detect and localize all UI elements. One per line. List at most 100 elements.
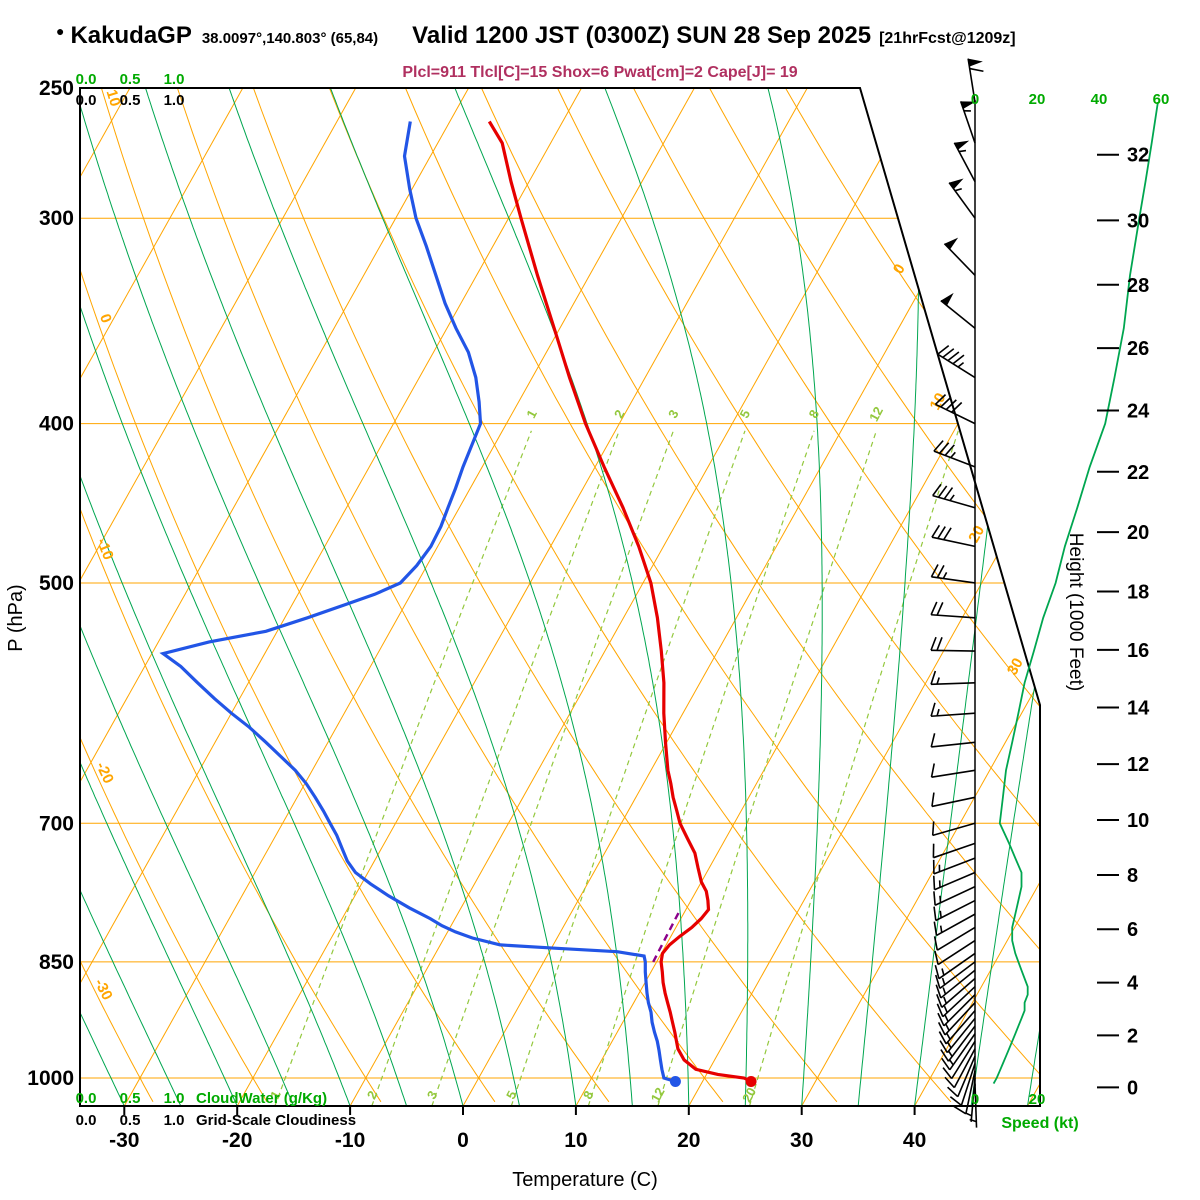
station-name: KakudaGP bbox=[70, 22, 192, 49]
svg-text:-20: -20 bbox=[92, 759, 117, 786]
svg-text:5: 5 bbox=[737, 407, 754, 420]
svg-text:32: 32 bbox=[1127, 145, 1149, 167]
wind-speed-curve bbox=[992, 101, 1159, 1085]
valid-time-title: Valid 1200 JST (0300Z) SUN 28 Sep 2025 bbox=[412, 22, 872, 49]
parcel-curve bbox=[652, 909, 682, 963]
svg-text:Height (1000 Feet): Height (1000 Feet) bbox=[1065, 533, 1086, 691]
svg-text:20: 20 bbox=[965, 523, 988, 546]
svg-text:10: 10 bbox=[1127, 810, 1149, 832]
svg-text:8: 8 bbox=[806, 407, 823, 420]
svg-text:0: 0 bbox=[96, 312, 115, 326]
pressure-axis-labels: 250 300 400 500 700 850 1000 P (hPa) bbox=[5, 77, 74, 1090]
svg-text:0.5: 0.5 bbox=[120, 92, 141, 109]
svg-text:20: 20 bbox=[677, 1129, 700, 1152]
svg-text:18: 18 bbox=[1127, 581, 1149, 603]
temperature-axis-labels: -30 -20 -10 0 10 20 30 40 Temperature (C) bbox=[109, 1129, 926, 1191]
svg-text:Speed (kt): Speed (kt) bbox=[1001, 1115, 1078, 1132]
svg-text:10: 10 bbox=[103, 88, 124, 109]
svg-text:0.5: 0.5 bbox=[120, 1112, 141, 1129]
svg-text:250: 250 bbox=[39, 77, 74, 100]
svg-text:-30: -30 bbox=[91, 976, 116, 1003]
svg-text:40: 40 bbox=[1091, 91, 1108, 108]
svg-text:CloudWater (g/Kg): CloudWater (g/Kg) bbox=[196, 1090, 327, 1107]
mixing-ratio-lines bbox=[274, 430, 959, 1106]
svg-text:30: 30 bbox=[1127, 210, 1149, 232]
svg-text:Temperature (C): Temperature (C) bbox=[512, 1169, 658, 1191]
surface-markers bbox=[669, 1076, 757, 1088]
svg-text:0: 0 bbox=[971, 1091, 979, 1108]
svg-text:2: 2 bbox=[1127, 1025, 1138, 1047]
svg-text:0: 0 bbox=[457, 1129, 469, 1152]
svg-text:-10: -10 bbox=[93, 536, 117, 562]
dry-adiabats bbox=[80, 88, 1040, 1103]
svg-text:2: 2 bbox=[611, 407, 628, 420]
svg-text:12: 12 bbox=[648, 1085, 668, 1105]
isotherm-grid bbox=[80, 88, 1040, 1106]
stability-indices: Plcl=911 Tlcl[C]=15 Shox=6 Pwat[cm]=2 Ca… bbox=[402, 64, 798, 81]
svg-text:20: 20 bbox=[1029, 91, 1046, 108]
svg-text:12: 12 bbox=[866, 404, 886, 424]
svg-text:14: 14 bbox=[1127, 697, 1150, 719]
svg-text:850: 850 bbox=[39, 951, 74, 974]
svg-text:-20: -20 bbox=[222, 1129, 252, 1152]
svg-text:3: 3 bbox=[665, 407, 682, 420]
svg-text:0.0: 0.0 bbox=[76, 1090, 97, 1107]
svg-text:1000: 1000 bbox=[27, 1067, 74, 1090]
svg-text:16: 16 bbox=[1127, 640, 1149, 662]
svg-text:3: 3 bbox=[424, 1088, 441, 1101]
svg-text:0.0: 0.0 bbox=[76, 1112, 97, 1129]
svg-text:700: 700 bbox=[39, 812, 74, 835]
svg-text:0: 0 bbox=[1127, 1077, 1138, 1099]
svg-text:2: 2 bbox=[364, 1088, 381, 1101]
wind-barbs bbox=[930, 58, 984, 1128]
svg-text:1: 1 bbox=[523, 407, 540, 420]
svg-text:1.0: 1.0 bbox=[164, 71, 185, 88]
isobar-grid bbox=[80, 217, 1040, 1079]
dewpoint-curve bbox=[159, 121, 676, 1084]
svg-text:0.5: 0.5 bbox=[120, 71, 141, 88]
svg-text:20: 20 bbox=[1029, 1091, 1046, 1108]
svg-text:30: 30 bbox=[790, 1129, 813, 1152]
svg-text:6: 6 bbox=[1127, 919, 1138, 941]
station-bullet-icon: ● bbox=[56, 23, 65, 39]
svg-text:0: 0 bbox=[890, 261, 909, 277]
svg-text:12: 12 bbox=[1127, 754, 1149, 776]
svg-text:1.0: 1.0 bbox=[164, 1090, 185, 1107]
svg-text:28: 28 bbox=[1127, 275, 1149, 297]
forecast-tag: [21hrFcst@1209z] bbox=[879, 30, 1016, 47]
svg-text:400: 400 bbox=[39, 413, 74, 436]
svg-text:20: 20 bbox=[1127, 522, 1149, 544]
svg-text:0.0: 0.0 bbox=[76, 92, 97, 109]
svg-text:0.5: 0.5 bbox=[120, 1090, 141, 1107]
svg-text:60: 60 bbox=[1153, 91, 1170, 108]
svg-text:8: 8 bbox=[1127, 865, 1138, 887]
svg-text:1.0: 1.0 bbox=[164, 1112, 185, 1129]
svg-text:8: 8 bbox=[580, 1088, 597, 1101]
moist-adiabats bbox=[80, 88, 1040, 1106]
svg-text:30: 30 bbox=[1004, 655, 1027, 678]
svg-text:24: 24 bbox=[1127, 400, 1150, 422]
surface-temperature-dot bbox=[745, 1076, 757, 1088]
svg-text:26: 26 bbox=[1127, 338, 1149, 360]
svg-text:500: 500 bbox=[39, 572, 74, 595]
svg-text:4: 4 bbox=[1127, 973, 1139, 995]
station-coordinates: 38.0097°,140.803° (65,84) bbox=[201, 30, 379, 47]
svg-text:10: 10 bbox=[564, 1129, 587, 1152]
svg-text:0.0: 0.0 bbox=[76, 71, 97, 88]
svg-text:0: 0 bbox=[971, 91, 979, 108]
svg-text:300: 300 bbox=[39, 207, 74, 230]
chart-header: ● KakudaGP 38.0097°,140.803° (65,84) Valid … bbox=[56, 22, 1016, 50]
surface-dewpoint-dot bbox=[669, 1076, 681, 1088]
plot-border bbox=[79, 87, 1041, 1115]
svg-text:40: 40 bbox=[903, 1129, 926, 1152]
svg-text:Grid-Scale Cloudiness: Grid-Scale Cloudiness bbox=[196, 1112, 356, 1129]
scale-labels: 0.0 0.0 0.5 0.5 1.0 1.0 0.0 0.0 0.5 0.5 1.0 1.0 Clou… bbox=[76, 71, 1170, 1132]
temperature-curve bbox=[487, 120, 752, 1083]
svg-text:5: 5 bbox=[503, 1088, 520, 1101]
svg-text:-10: -10 bbox=[335, 1129, 365, 1152]
svg-text:20: 20 bbox=[739, 1085, 759, 1105]
